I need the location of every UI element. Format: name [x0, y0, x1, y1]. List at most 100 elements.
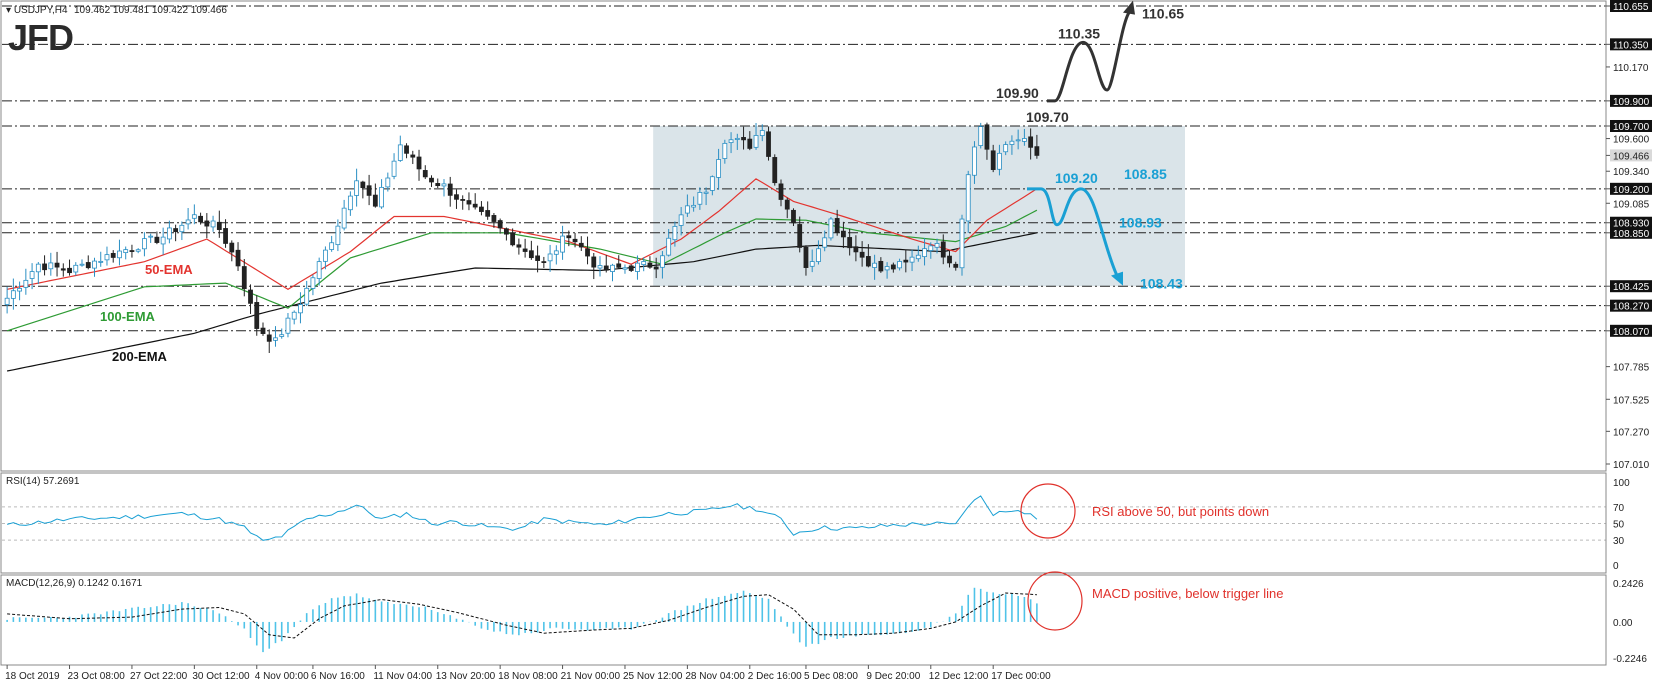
candle — [110, 250, 116, 263]
candle-body — [522, 248, 528, 252]
price-tick-label: 108.850 — [1613, 229, 1650, 240]
candle — [173, 224, 179, 242]
time-tick-label: 27 Oct 22:00 — [130, 671, 188, 682]
candle-body — [260, 327, 266, 334]
candle-body — [697, 192, 703, 205]
candle — [235, 242, 241, 271]
candle-body — [603, 265, 609, 271]
candle — [859, 241, 865, 267]
candle-body — [248, 289, 253, 304]
candle-body — [922, 248, 927, 258]
candle-body — [1003, 144, 1009, 153]
candle-body — [35, 263, 41, 273]
price-tag-bg — [1610, 0, 1652, 12]
candle-body — [853, 246, 859, 253]
candle-body — [385, 177, 391, 188]
jfd-logo: JFD — [8, 17, 73, 58]
candle-body — [784, 199, 790, 210]
candle-body — [210, 220, 216, 228]
candle — [85, 255, 91, 270]
candle — [329, 235, 335, 252]
candle — [709, 175, 715, 196]
time-tick-label: 25 Nov 12:00 — [623, 671, 683, 682]
price-tick-label: 110.350 — [1613, 40, 1649, 51]
candle-body — [410, 154, 416, 158]
proj-label-109-70: 109.70 — [1026, 109, 1069, 125]
candle-body — [79, 263, 85, 266]
candle-body — [60, 268, 66, 271]
candle — [42, 255, 47, 276]
candle-body — [198, 215, 203, 223]
time-tick-label: 4 Nov 00:00 — [255, 671, 309, 682]
candle-body — [366, 185, 372, 196]
price-tick-label: 110.170 — [1613, 63, 1649, 74]
candle — [316, 257, 322, 286]
candle-body — [778, 183, 784, 200]
price-axis: 110.655 110.350 110.170 109.900 109.700 109.6… — [1605, 0, 1652, 471]
candle-body — [229, 242, 235, 253]
candle — [298, 292, 303, 324]
candle — [441, 179, 447, 197]
candle — [73, 262, 79, 276]
range-rectangle — [653, 125, 1185, 287]
candle-body — [404, 145, 409, 154]
candle-body — [528, 250, 534, 259]
candle — [816, 240, 821, 265]
candle-body — [616, 263, 622, 268]
candle — [485, 201, 491, 220]
candle-body — [510, 232, 516, 246]
candle-body — [703, 191, 709, 194]
candle-body — [553, 250, 559, 255]
candle — [79, 259, 85, 267]
proj-label-108-93: 108.93 — [1119, 215, 1162, 231]
candle — [335, 219, 341, 252]
macd-highlight-circle — [1027, 571, 1083, 631]
candle — [422, 165, 428, 180]
candle-body — [117, 250, 122, 259]
candle-body — [610, 264, 615, 272]
candle-body — [884, 266, 890, 271]
candle — [354, 168, 360, 207]
candle-body — [959, 218, 965, 269]
price-tag-bg — [1610, 280, 1652, 293]
macd-note: MACD positive, below trigger line — [1092, 586, 1283, 601]
candle — [791, 208, 796, 227]
candle — [135, 248, 141, 254]
candle — [734, 133, 740, 150]
candle-body — [797, 224, 803, 248]
candle — [522, 238, 528, 258]
candle-body — [859, 251, 865, 258]
ema200-line — [6, 232, 1038, 372]
macd-header: MACD(12,26,9) 0.1242 0.1671 — [6, 578, 143, 589]
price-tag-bg — [1610, 149, 1652, 162]
candle-body — [4, 297, 10, 305]
candle — [148, 233, 154, 243]
candle — [603, 255, 609, 273]
candle-body — [928, 245, 934, 251]
rsi-tick-label: 70 — [1613, 503, 1625, 514]
candle-body — [834, 218, 840, 233]
candle — [248, 284, 253, 314]
candle-body — [560, 235, 565, 253]
candle-body — [915, 254, 921, 260]
candle — [304, 280, 310, 306]
candle — [610, 263, 615, 282]
macd-panel: 0.2426 0.00 -0.2246 — [6, 575, 1647, 665]
candle-body — [847, 237, 853, 249]
candle — [466, 192, 472, 211]
time-tick-label: 23 Oct 08:00 — [68, 671, 126, 682]
candle-body — [329, 242, 335, 250]
candle-body — [953, 263, 959, 268]
candle — [547, 244, 553, 272]
candle — [909, 249, 915, 272]
candle — [984, 122, 990, 160]
price-tag-bg — [1610, 94, 1652, 107]
candle-body — [235, 249, 241, 267]
proj-label-109-90: 109.90 — [996, 85, 1039, 101]
candle-body — [890, 264, 896, 270]
candle — [54, 251, 60, 277]
candlesticks — [4, 122, 1040, 354]
candle — [972, 141, 977, 184]
candle — [1015, 129, 1021, 150]
candle — [347, 191, 353, 216]
